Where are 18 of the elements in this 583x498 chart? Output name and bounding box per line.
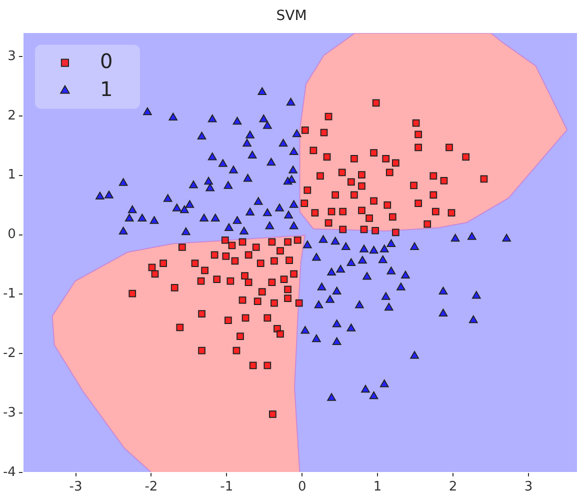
legend-label: 0 [100,49,113,74]
chart-title: SVM [276,8,307,24]
x-tick-label: 3 [524,480,533,495]
x-tick-label: 2 [448,480,458,495]
y-tick-label: -1 [2,286,16,302]
x-tick-label: -1 [220,480,234,495]
y-tick-label: -3 [2,405,16,420]
y-tick-label: 1 [8,168,16,183]
y-tick-label: 0 [8,227,16,242]
x-tick-label: 1 [373,480,382,495]
y-tick-label: -4 [2,464,16,480]
y-tick-label: 2 [8,108,16,124]
legend-label: 1 [100,77,113,102]
y-tick-label: -2 [2,346,16,361]
x-tick-label: -2 [144,480,158,495]
x-tick-label: -3 [69,480,82,495]
y-tick-label: 3 [8,48,16,64]
x-tick-label: 0 [298,480,306,495]
